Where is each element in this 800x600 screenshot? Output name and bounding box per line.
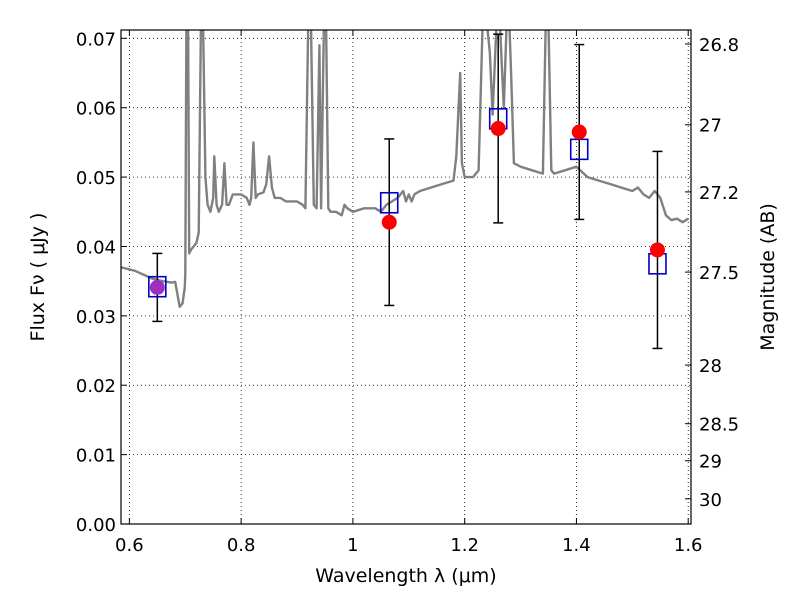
observed-point [149, 279, 165, 295]
x-tick-label: 0.6 [115, 535, 144, 556]
right-axis-tick-label: 27.5 [699, 263, 739, 284]
y-tick-label: 0.07 [76, 29, 116, 50]
x-tick-label: 0.8 [227, 535, 256, 556]
y-tick-label: 0.06 [76, 99, 116, 120]
right-axis-tick-label: 28.5 [699, 415, 739, 436]
x-tick-label: 1.2 [450, 535, 479, 556]
observed-point [381, 214, 397, 230]
right-axis-tick-label: 29 [699, 452, 722, 473]
x-tick-label: 1 [347, 535, 358, 556]
observed-point [490, 121, 506, 137]
model-spectrum-layer [121, 30, 689, 308]
y-tick-label: 0.04 [76, 237, 116, 258]
x-tick-label: 1.6 [674, 535, 703, 556]
right-axis-title: Magnitude (AB) [757, 203, 779, 351]
right-axis-tick-label: 27.2 [699, 183, 739, 204]
right-axis-tick-label: 27 [699, 116, 722, 137]
model-point-marker [379, 191, 399, 214]
y-tick-label: 0.00 [76, 515, 116, 536]
model-spectrum-line [121, 30, 689, 308]
x-axis-title: Wavelength λ (μm) [315, 565, 496, 587]
y-tick-label: 0.05 [76, 168, 116, 189]
tick-labels: 0.6 0.8 1 1.2 1.4 1.6 0.00 0.01 0.02 0.03 0.04 0.05… [76, 29, 739, 556]
y-tick-label: 0.03 [76, 307, 116, 328]
plot-frame [120, 29, 692, 525]
right-axis-tick-label: 30 [699, 490, 722, 511]
observed-point [571, 124, 587, 140]
grid [121, 30, 691, 524]
y-axis-title: Flux Fν ( μJy ) [27, 213, 49, 342]
model-point-marker [148, 275, 167, 298]
observed-point [649, 242, 665, 258]
observed-points-layer [149, 121, 665, 295]
x-tick-label: 1.4 [562, 535, 591, 556]
right-axis-tick-label: 28 [699, 356, 722, 377]
y-tick-label: 0.02 [76, 376, 116, 397]
axis-ticks [121, 30, 691, 525]
plot-background [121, 30, 691, 524]
right-axis-tick-label: 26.8 [699, 35, 739, 56]
y-tick-label: 0.01 [76, 446, 116, 467]
